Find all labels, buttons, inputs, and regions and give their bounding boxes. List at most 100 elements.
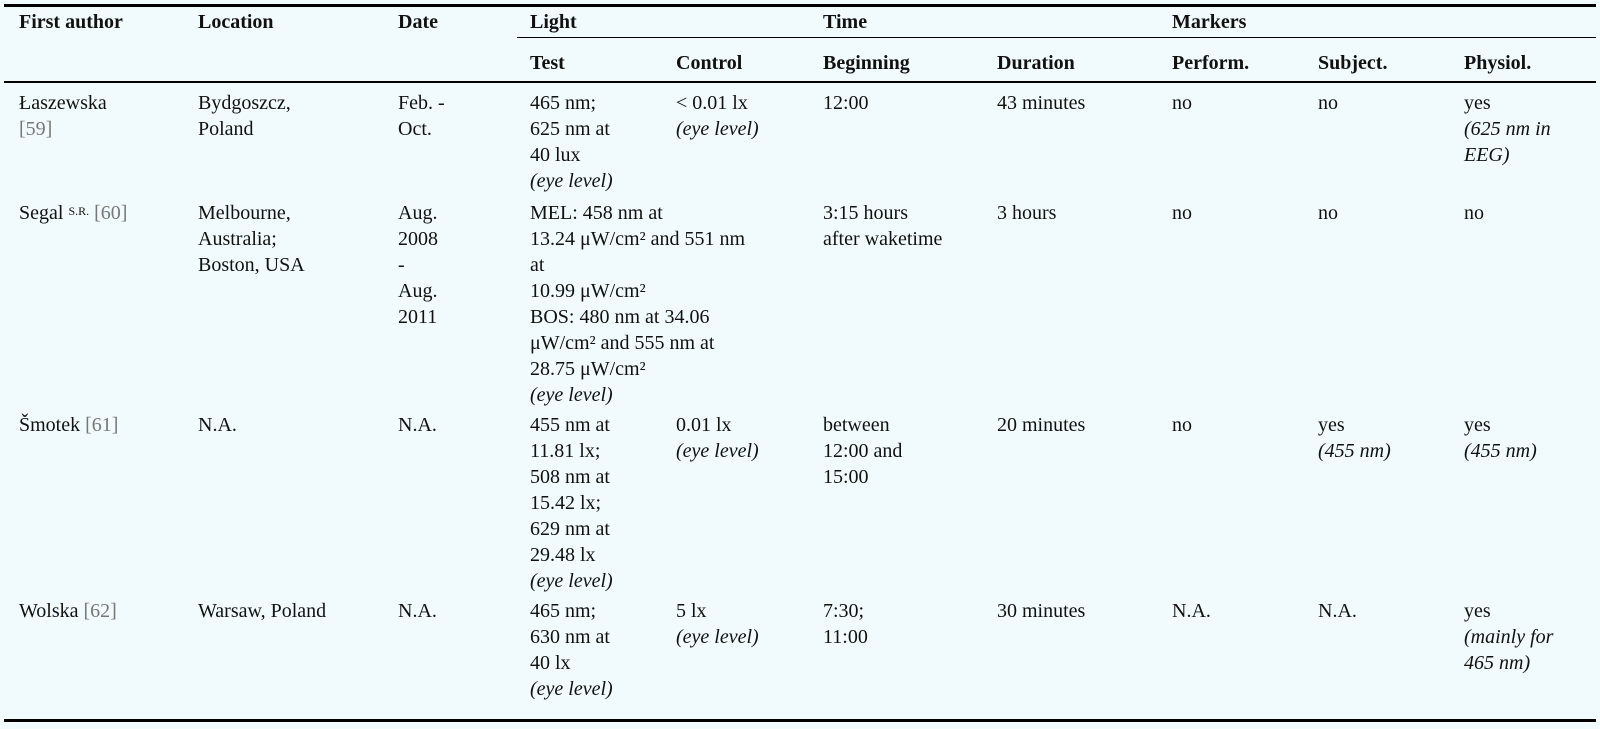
reference-link[interactable]: [61] <box>85 414 119 436</box>
test-line: 29.48 lx <box>530 544 596 566</box>
test-line: 28.75 μW/cm² <box>530 358 646 380</box>
test-line: 629 nm at <box>530 518 610 540</box>
location-line: Boston, USA <box>198 254 305 276</box>
subject-note: (455 nm) <box>1318 440 1391 462</box>
header-subject: Subject. <box>1318 52 1388 74</box>
table-row-1-date: Feb. - Oct. <box>398 90 445 142</box>
group-header-rule <box>517 37 1596 38</box>
date-line: 2011 <box>398 306 438 328</box>
beginning-line: 3:15 hours <box>823 202 908 224</box>
control-line: 5 lx <box>676 600 707 622</box>
header-beginning: Beginning <box>823 52 910 74</box>
table-row-1-beginning: 12:00 <box>823 92 869 114</box>
reference-link[interactable]: [62] <box>83 600 117 622</box>
physiol-note: (mainly for <box>1464 626 1554 648</box>
date-line: Aug. <box>398 202 438 224</box>
date-line: 2008 <box>398 228 438 250</box>
header-location: Location <box>198 11 274 33</box>
header-time: Time <box>823 11 868 33</box>
test-note: (eye level) <box>530 170 613 192</box>
beginning-line: 11:00 <box>823 626 868 648</box>
physiol-value: yes <box>1464 414 1491 436</box>
table-row-1-physiol: yes (625 nm in EEG) <box>1464 90 1551 168</box>
table-row-2-location: Melbourne, Australia; Boston, USA <box>198 200 305 278</box>
physiol-note: 465 nm) <box>1464 652 1531 674</box>
date-line: Aug. <box>398 280 438 302</box>
table-row-3-test: 455 nm at 11.81 lx; 508 nm at 15.42 lx; … <box>530 412 613 594</box>
test-line: 40 lux <box>530 144 581 166</box>
table-row-2-author: Segal S.R. [60] <box>19 200 127 226</box>
table-row-2-date: Aug. 2008 - Aug. 2011 <box>398 200 438 330</box>
test-line: MEL: 458 nm at <box>530 202 663 224</box>
table-row-4-subject: N.A. <box>1318 600 1357 622</box>
header-control: Control <box>676 52 743 74</box>
table-row-1-author: Łaszewska [59] <box>19 90 107 142</box>
table-row-4-author: Wolska [62] <box>19 598 117 624</box>
table-row-3-perform: no <box>1172 414 1192 436</box>
table-row-2-test: MEL: 458 nm at 13.24 μW/cm² and 551 nm a… <box>530 200 745 408</box>
header-duration: Duration <box>997 52 1075 74</box>
control-line: < 0.01 lx <box>676 92 748 114</box>
location-line: Australia; <box>198 228 277 250</box>
control-note: (eye level) <box>676 626 759 648</box>
table-row-2-subject: no <box>1318 202 1338 224</box>
table-row-1-control: < 0.01 lx (eye level) <box>676 90 759 142</box>
test-line: 13.24 μW/cm² and 551 nm <box>530 228 746 250</box>
physiol-value: yes <box>1464 92 1491 114</box>
test-line: 508 nm at <box>530 466 610 488</box>
table-row-2-beginning: 3:15 hours after waketime <box>823 200 942 252</box>
table-row-4-date: N.A. <box>398 600 437 622</box>
table-row-2-physiol: no <box>1464 202 1484 224</box>
physiol-note: (455 nm) <box>1464 440 1537 462</box>
test-line: 455 nm at <box>530 414 610 436</box>
header-test: Test <box>530 52 565 74</box>
table-row-4-control: 5 lx (eye level) <box>676 598 759 650</box>
header-first-author: First author <box>19 11 123 33</box>
test-note: (eye level) <box>530 384 613 406</box>
test-line: 465 nm; <box>530 92 597 114</box>
test-line: 11.81 lx; <box>530 440 601 462</box>
author-name: Wolska <box>19 600 79 622</box>
test-line: BOS: 480 nm at 34.06 <box>530 306 710 328</box>
table-row-4-beginning: 7:30; 11:00 <box>823 598 868 650</box>
date-line: - <box>398 254 405 276</box>
header-rule <box>4 81 1596 83</box>
table-row-1-subject: no <box>1318 92 1338 114</box>
table-row-3-subject: yes (455 nm) <box>1318 412 1391 464</box>
date-line: Oct. <box>398 118 432 140</box>
header-date: Date <box>398 11 438 33</box>
control-note: (eye level) <box>676 440 759 462</box>
table-row-3-control: 0.01 lx (eye level) <box>676 412 759 464</box>
test-line: μW/cm² and 555 nm at <box>530 332 715 354</box>
table-row-3-duration: 20 minutes <box>997 414 1086 436</box>
reference-link[interactable]: [60] <box>94 202 128 224</box>
reference-link[interactable]: [59] <box>19 118 53 140</box>
table-row-3-author: Šmotek [61] <box>19 412 118 438</box>
physiol-note: EEG) <box>1464 144 1510 166</box>
test-line: 40 lx <box>530 652 571 674</box>
physiol-note: (625 nm in <box>1464 118 1551 140</box>
test-note: (eye level) <box>530 570 613 592</box>
author-name: Šmotek <box>19 414 81 436</box>
table-row-3-physiol: yes (455 nm) <box>1464 412 1537 464</box>
beginning-line: 12:00 and <box>823 440 903 462</box>
table-row-3-date: N.A. <box>398 414 437 436</box>
subject-value: yes <box>1318 414 1345 436</box>
table-row-3-location: N.A. <box>198 414 237 436</box>
table-row-4-physiol: yes (mainly for 465 nm) <box>1464 598 1553 676</box>
header-light: Light <box>530 11 577 33</box>
location-line: Bydgoszcz, <box>198 92 291 114</box>
table-row-4-duration: 30 minutes <box>997 600 1086 622</box>
test-line: 625 nm at <box>530 118 610 140</box>
table-row-1-test: 465 nm; 625 nm at 40 lux (eye level) <box>530 90 613 194</box>
table-row-2-perform: no <box>1172 202 1192 224</box>
location-line: Poland <box>198 118 254 140</box>
date-line: Feb. - <box>398 92 445 114</box>
table-row-4-location: Warsaw, Poland <box>198 600 327 622</box>
control-note: (eye level) <box>676 118 759 140</box>
header-perform: Perform. <box>1172 52 1250 74</box>
physiol-value: yes <box>1464 600 1491 622</box>
test-line: 465 nm; <box>530 600 597 622</box>
top-rule <box>4 4 1596 7</box>
